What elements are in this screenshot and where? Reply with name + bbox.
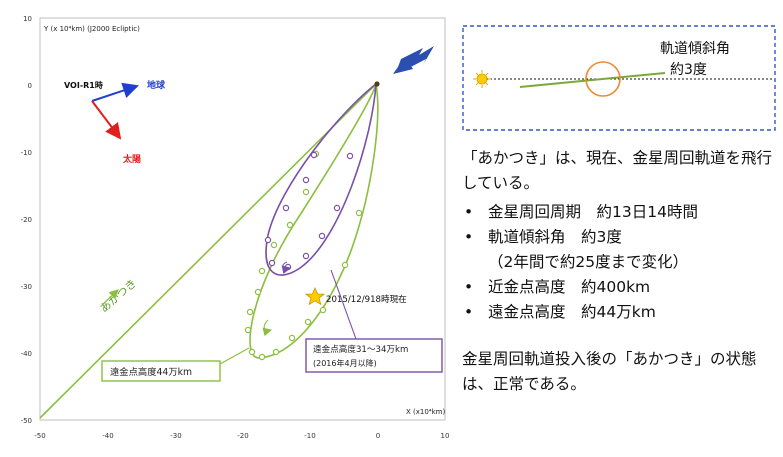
approach-trajectory	[39, 83, 377, 419]
panel-conclusion: 金星周回軌道投入後の「あかつき」の状態は、正常である。	[462, 350, 757, 393]
orbit-purple-direction-arrow	[281, 261, 292, 274]
y-tick-0: 0	[28, 82, 32, 90]
bullet: •	[464, 228, 474, 246]
sun-direction-arrow	[91, 100, 122, 140]
current-position-star-icon	[304, 286, 326, 306]
inset-venus-circle	[585, 61, 621, 97]
x-tick-minus50: -50	[34, 432, 45, 440]
callout-purple-text-2: (2016年4月以降)	[313, 358, 377, 368]
spec-text: 軌道傾斜角 約3度	[488, 228, 622, 246]
inset-orbit-plane-line	[519, 72, 666, 88]
panel-intro: 「あかつき」は、現在、金星周回軌道を飛行している。	[462, 149, 773, 192]
y-tick-minus40: -40	[21, 350, 32, 358]
spec-list: • 金星周回周期 約13日14時間 • 軌道傾斜角 約3度 （2年間で約25度まで変…	[462, 200, 780, 325]
inset-sun-icon	[473, 70, 491, 88]
status-panel: 「あかつき」は、現在、金星周回軌道を飛行している。 • 金星周回周期 約13日14…	[462, 146, 780, 413]
spec-text: 近金点高度 約400km	[488, 278, 651, 296]
bullet: •	[464, 303, 474, 321]
spec-text: 遠金点高度 約44万km	[488, 303, 656, 321]
x-tick-minus10: -10	[304, 432, 315, 440]
spec-text: 金星周回周期 約13日14時間	[488, 203, 698, 221]
callout-purple-text-1: 遠金点高度31～34万km	[313, 343, 408, 355]
callout-purple-box	[305, 338, 443, 373]
x-tick-minus30: -30	[170, 432, 181, 440]
spec-item-apoapsis: • 遠金点高度 約44万km	[462, 300, 780, 325]
x-tick-minus40: -40	[102, 432, 113, 440]
orbit-purple-markers	[264, 151, 354, 271]
frame-label: VOI-R1時	[64, 80, 103, 90]
x-tick-0: 0	[376, 432, 380, 440]
earth-label: 地球	[147, 79, 166, 91]
earth-direction-arrow	[91, 82, 139, 102]
y-axis-title: Y (x 10⁴km) (J2000 Ecliptic)	[43, 25, 140, 33]
x-tick-10: 10	[441, 432, 450, 440]
x-axis-title: X (x10⁴km)	[406, 408, 445, 416]
y-tick-minus10: -10	[21, 149, 32, 157]
callout-purple-leader	[330, 269, 357, 340]
bullet: •	[464, 203, 474, 221]
approach-direction-arrow	[101, 289, 119, 306]
y-tick-10: 10	[23, 15, 32, 23]
y-tick-minus20: -20	[21, 216, 32, 224]
callout-green-leader	[219, 347, 250, 365]
x-tick-minus20: -20	[237, 432, 248, 440]
inset-label-2: 約3度	[670, 62, 707, 78]
spec-item-inclination: • 軌道傾斜角 約3度	[462, 225, 780, 250]
spec-sub-note: （2年間で約25度まで変化）	[488, 253, 689, 271]
orbit-purple	[265, 82, 377, 276]
current-position-label: 2015/12/918時現在	[326, 293, 407, 305]
callout-green-box	[101, 360, 221, 382]
inset-label-1: 軌道傾斜角	[660, 41, 730, 57]
sun-label: 太陽	[122, 153, 141, 165]
y-tick-minus30: -30	[21, 283, 32, 291]
venus-marker	[374, 81, 380, 87]
callout-green-text: 遠金点高度44万km	[110, 366, 192, 378]
inset-pointer-arrowhead	[393, 57, 413, 74]
spec-item-period: • 金星周回周期 約13日14時間	[462, 200, 780, 225]
orbit-green-markers	[244, 150, 363, 361]
orbit-green-direction-arrow	[262, 319, 273, 337]
y-tick-minus50: -50	[21, 417, 32, 425]
spec-item-periapsis: • 近金点高度 約400km	[462, 275, 780, 300]
bullet: •	[464, 278, 474, 296]
